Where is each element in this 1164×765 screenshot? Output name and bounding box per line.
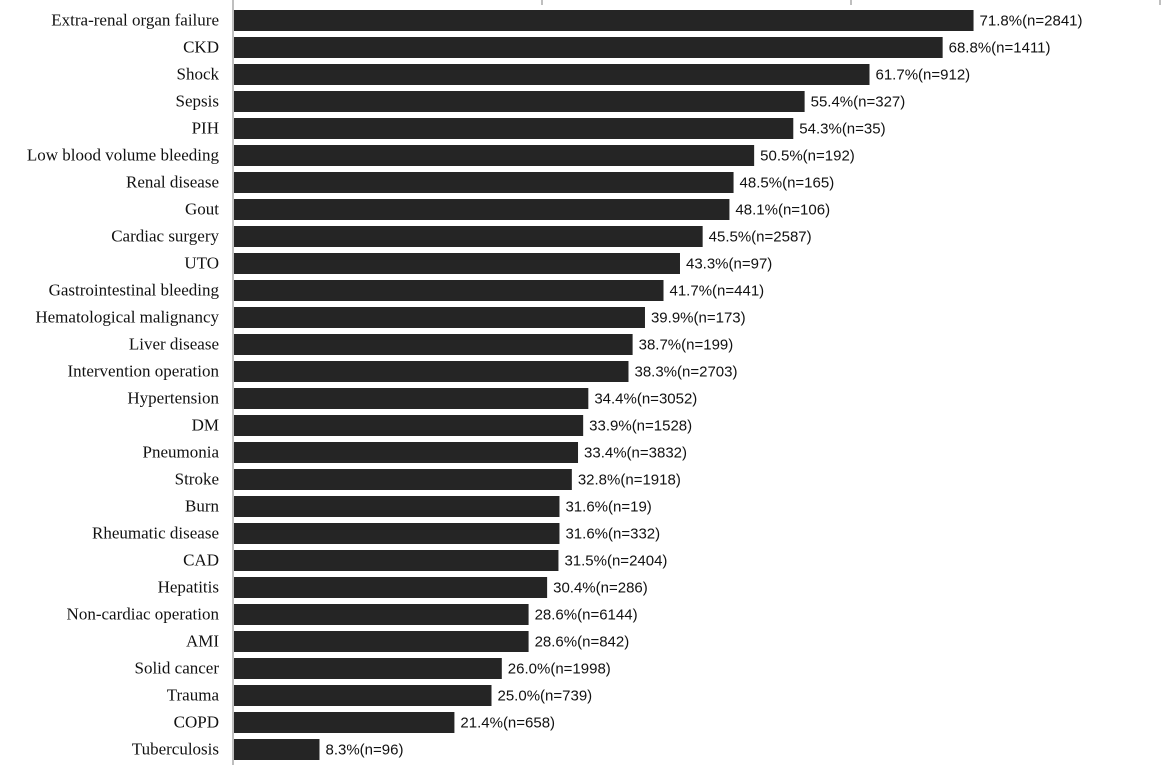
- bar-20: [234, 550, 559, 571]
- category-label-13: Intervention operation: [67, 362, 219, 381]
- bar-6: [234, 172, 734, 193]
- value-label-9: 43.3%(n=97): [686, 256, 772, 273]
- category-label-9: UTO: [184, 254, 219, 273]
- bar-9: [234, 253, 680, 274]
- value-label-5: 50.5%(n=192): [760, 148, 855, 165]
- value-label-17: 32.8%(n=1918): [578, 472, 681, 489]
- value-label-24: 26.0%(n=1998): [508, 661, 611, 678]
- value-label-12: 38.7%(n=199): [639, 337, 734, 354]
- category-label-18: Burn: [185, 497, 220, 516]
- value-label-2: 61.7%(n=912): [876, 67, 971, 84]
- category-label-21: Hepatitis: [158, 578, 219, 597]
- bar-17: [234, 469, 572, 490]
- bar-12: [234, 334, 633, 355]
- bar-23: [234, 631, 529, 652]
- category-label-25: Trauma: [167, 686, 220, 705]
- category-label-27: Tuberculosis: [132, 740, 219, 759]
- bar-8: [234, 226, 703, 247]
- value-label-19: 31.6%(n=332): [565, 526, 660, 543]
- bar-10: [234, 280, 664, 301]
- category-label-26: COPD: [174, 713, 219, 732]
- category-label-2: Shock: [177, 65, 220, 84]
- bar-4: [234, 118, 794, 139]
- category-label-1: CKD: [183, 38, 219, 57]
- category-label-5: Low blood volume bleeding: [27, 146, 220, 165]
- value-label-4: 54.3%(n=35): [799, 121, 885, 138]
- category-label-4: PIH: [192, 119, 219, 138]
- category-label-12: Liver disease: [129, 335, 219, 354]
- value-label-10: 41.7%(n=441): [670, 283, 765, 300]
- category-label-24: Solid cancer: [135, 659, 220, 678]
- category-label-22: Non-cardiac operation: [67, 605, 220, 624]
- bar-2: [234, 64, 870, 85]
- bar-24: [234, 658, 502, 679]
- x-axis-ticks: [232, 0, 1161, 5]
- bar-1: [234, 37, 943, 58]
- value-label-11: 39.9%(n=173): [651, 310, 746, 327]
- bar-3: [234, 91, 805, 112]
- category-label-20: CAD: [183, 551, 219, 570]
- value-label-22: 28.6%(n=6144): [535, 607, 638, 624]
- bar-25: [234, 685, 492, 706]
- value-label-15: 33.9%(n=1528): [589, 418, 692, 435]
- value-label-20: 31.5%(n=2404): [564, 553, 667, 570]
- category-label-19: Rheumatic disease: [92, 524, 219, 543]
- category-label-10: Gastrointestinal bleeding: [49, 281, 220, 300]
- category-label-16: Pneumonia: [143, 443, 220, 462]
- category-labels-group: Extra-renal organ failure CKD Shock Sepsis P…: [27, 11, 220, 759]
- value-label-6: 48.5%(n=165): [740, 175, 835, 192]
- bar-21: [234, 577, 548, 598]
- category-label-14: Hypertension: [127, 389, 219, 408]
- value-labels-group: 71.8%(n=2841) 68.8%(n=1411) 61.7%(n=912) 55…: [325, 13, 1082, 759]
- category-label-17: Stroke: [175, 470, 219, 489]
- category-label-8: Cardiac surgery: [111, 227, 219, 246]
- value-label-7: 48.1%(n=106): [735, 202, 830, 219]
- bars-group: [234, 10, 974, 760]
- bar-11: [234, 307, 645, 328]
- bar-27: [234, 739, 320, 760]
- category-label-0: Extra-renal organ failure: [51, 11, 219, 30]
- value-label-8: 45.5%(n=2587): [709, 229, 812, 246]
- bar-26: [234, 712, 455, 733]
- bar-18: [234, 496, 560, 517]
- category-label-15: DM: [192, 416, 219, 435]
- value-label-14: 34.4%(n=3052): [594, 391, 697, 408]
- category-label-11: Hematological malignancy: [35, 308, 219, 327]
- category-label-6: Renal disease: [126, 173, 219, 192]
- bar-22: [234, 604, 529, 625]
- bar-19: [234, 523, 560, 544]
- value-label-25: 25.0%(n=739): [498, 688, 593, 705]
- value-label-18: 31.6%(n=19): [565, 499, 651, 516]
- value-label-1: 68.8%(n=1411): [949, 40, 1051, 57]
- value-label-23: 28.6%(n=842): [535, 634, 630, 651]
- bar-14: [234, 388, 589, 409]
- value-label-3: 55.4%(n=327): [811, 94, 906, 111]
- value-label-27: 8.3%(n=96): [325, 742, 403, 759]
- value-label-16: 33.4%(n=3832): [584, 445, 687, 462]
- value-label-26: 21.4%(n=658): [460, 715, 555, 732]
- value-label-13: 38.3%(n=2703): [634, 364, 737, 381]
- bar-0: [234, 10, 974, 31]
- bar-7: [234, 199, 730, 220]
- bar-15: [234, 415, 584, 436]
- category-label-23: AMI: [186, 632, 219, 651]
- bar-16: [234, 442, 579, 463]
- value-label-0: 71.8%(n=2841): [980, 13, 1083, 30]
- category-label-7: Gout: [185, 200, 219, 219]
- bar-5: [234, 145, 755, 166]
- bar-13: [234, 361, 629, 382]
- value-label-21: 30.4%(n=286): [553, 580, 648, 597]
- category-label-3: Sepsis: [176, 92, 219, 111]
